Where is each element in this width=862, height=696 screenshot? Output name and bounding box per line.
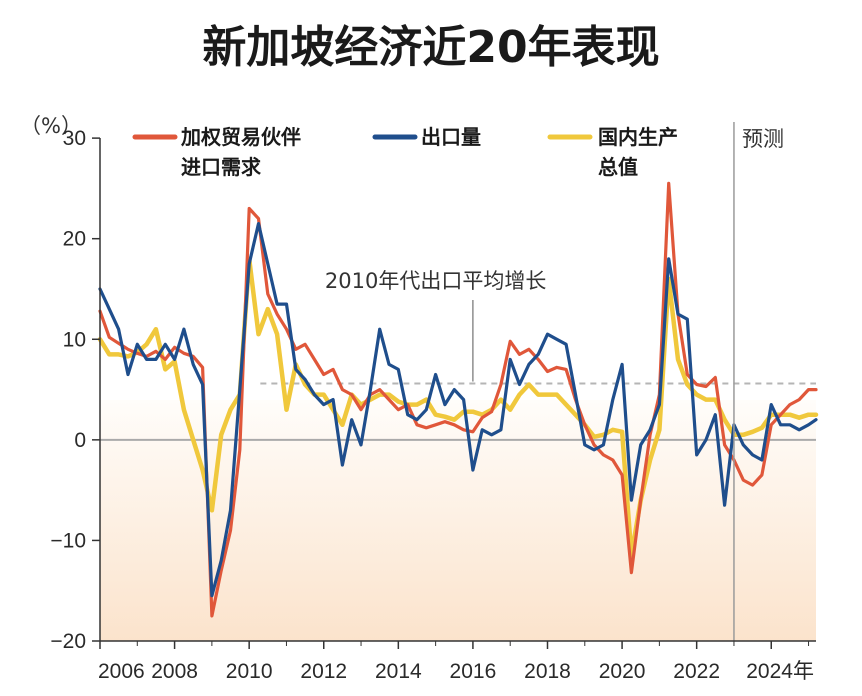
legend: 加权贸易伙伴 进口需求 出口量 国内生产 总值 <box>132 125 678 179</box>
x-tick-label: 2010 <box>226 660 273 683</box>
x-tick-label: 2020 <box>599 660 646 683</box>
x-tick-label: 2012 <box>300 660 347 683</box>
series-line-trade-partner-demand <box>98 181 818 618</box>
x-tick-label: 2016 <box>450 660 497 683</box>
series-line-gdp <box>97 256 819 558</box>
x-tick-label: 2022 <box>673 660 720 683</box>
legend-label-gdp-line1: 国内生产 <box>598 125 678 149</box>
legend-label-trade-partner-demand-line2: 进口需求 <box>181 155 262 179</box>
x-tick-label: 2024年 <box>746 660 814 683</box>
average-line-group: 2010年代出口平均增长 <box>260 269 816 385</box>
legend-label-gdp-line2: 总值 <box>598 155 638 179</box>
y-tick-label: −10 <box>50 529 86 552</box>
legend-label-trade-partner-demand-line1: 加权贸易伙伴 <box>180 125 301 149</box>
x-tick-label: 2014 <box>375 660 422 683</box>
y-tick-label: 20 <box>63 228 86 251</box>
series-line-exports <box>98 222 818 598</box>
series-group <box>97 181 819 618</box>
y-tick-label: 0 <box>74 429 86 452</box>
y-tick-label: 10 <box>63 328 86 351</box>
x-tick-label: 2018 <box>524 660 571 683</box>
x-tick-label: 2008 <box>151 660 198 683</box>
average-annotation-label: 2010年代出口平均增长 <box>325 269 546 293</box>
y-tick-label: 30 <box>63 127 86 150</box>
y-tick-label: −20 <box>50 630 86 653</box>
chart-title: 新加坡经济近20年表现 <box>202 22 659 73</box>
axes-group: 预测 −20 −10 0 10 20 30 2006 2008 2010 2012 2014 2016 2… <box>50 122 816 683</box>
legend-label-exports-line1: 出口量 <box>421 125 481 149</box>
x-tick-label: 2006 <box>98 660 145 683</box>
y-axis-unit-label: （%） <box>20 114 82 138</box>
forecast-label: 预测 <box>742 127 784 151</box>
